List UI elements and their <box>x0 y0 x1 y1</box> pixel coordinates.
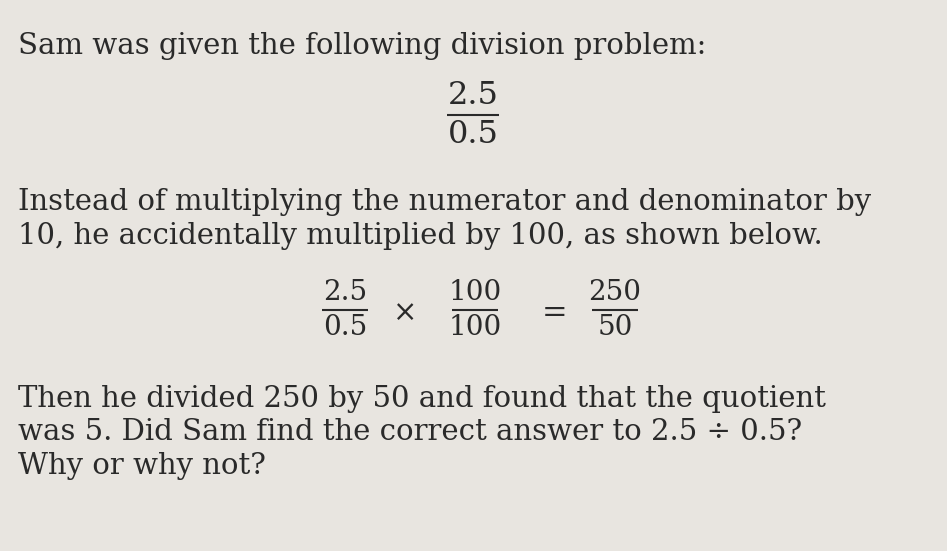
Text: 10, he accidentally multiplied by 100, as shown below.: 10, he accidentally multiplied by 100, a… <box>18 222 823 250</box>
Text: Sam was given the following division problem:: Sam was given the following division pro… <box>18 32 706 60</box>
Text: 100: 100 <box>448 314 502 341</box>
Text: 0.5: 0.5 <box>448 119 498 150</box>
Text: Why or why not?: Why or why not? <box>18 452 266 480</box>
Text: 0.5: 0.5 <box>323 314 367 341</box>
Text: ×: × <box>393 299 418 327</box>
Text: 2.5: 2.5 <box>323 279 367 306</box>
Text: Instead of multiplying the numerator and denominator by: Instead of multiplying the numerator and… <box>18 188 871 216</box>
Text: =: = <box>543 298 568 328</box>
Text: Then he divided 250 by 50 and found that the quotient: Then he divided 250 by 50 and found that… <box>18 385 826 413</box>
Text: 50: 50 <box>598 314 633 341</box>
Text: was 5. Did Sam find the correct answer to 2.5 ÷ 0.5?: was 5. Did Sam find the correct answer t… <box>18 418 802 446</box>
Text: 250: 250 <box>588 279 641 306</box>
Text: 100: 100 <box>448 279 502 306</box>
Text: 2.5: 2.5 <box>448 80 498 111</box>
